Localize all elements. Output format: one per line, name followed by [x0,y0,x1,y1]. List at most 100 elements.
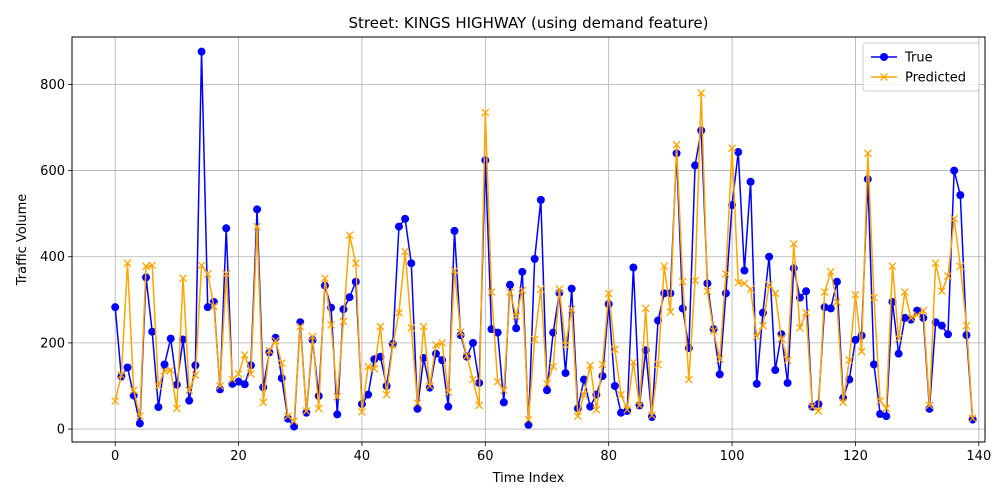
data-point [160,366,169,375]
series-line [114,92,974,423]
data-point [543,379,551,388]
data-point [401,214,410,223]
data-point [290,417,299,426]
data-point [919,306,928,315]
data-point [512,324,521,333]
data-point [240,351,249,359]
data-point [499,386,508,395]
y-tick-label: 800 [40,78,65,93]
data-point [265,346,274,355]
data-point [425,382,434,390]
data-point [123,259,132,268]
axis-ticks: 0 20 40 60 80 100 120 140 0 200 400 600 800 [40,78,991,464]
data-point [617,408,626,417]
data-point [536,195,545,204]
data-point [937,287,946,296]
data-point [320,274,329,283]
x-tick-label: 60 [477,449,494,464]
data-point [419,322,428,331]
data-point [333,410,342,419]
data-point [869,360,878,369]
data-point [327,320,336,329]
data-point [512,312,521,321]
data-point [678,277,687,286]
x-tick-label: 80 [600,449,617,464]
y-tick-label: 0 [57,423,65,438]
data-point [573,412,582,421]
data-point [907,313,915,322]
data-point [839,398,848,407]
data-point [950,214,959,223]
data-point [937,321,946,330]
series-predicted [111,89,977,426]
data-point [253,222,262,231]
data-point [635,401,644,410]
data-point [943,330,952,339]
data-point [530,254,539,263]
data-point [271,333,280,342]
data-point [882,412,891,421]
y-axis-label: Traffic Volume [15,194,30,287]
data-point [697,126,706,135]
data-point [351,259,360,268]
legend-label: True [904,51,933,66]
data-point [333,392,342,401]
data-point [555,285,564,294]
data-point [654,360,663,369]
data-point [783,378,792,387]
data-point [623,405,632,414]
series [111,47,977,431]
x-tick-label: 20 [230,449,247,464]
data-point [647,413,656,422]
data-point [882,404,891,413]
data-point [771,289,780,298]
data-point [450,226,459,235]
data-point [876,397,885,406]
data-point [592,405,601,414]
data-point [869,293,878,302]
data-point [789,239,798,248]
data-point [721,289,730,298]
data-point [308,332,317,341]
data-point [283,414,292,423]
plot-area [71,36,986,443]
data-point [691,161,700,170]
data-point [148,261,157,270]
data-point [900,288,909,297]
data-point [876,409,885,418]
data-point [715,370,724,379]
data-point [135,419,144,428]
data-point [209,302,218,311]
data-point [394,308,403,317]
data-point [197,261,206,270]
data-point [734,278,743,287]
data-point [758,321,767,330]
y-tick-label: 200 [40,336,65,351]
data-point [666,307,675,316]
data-point [438,338,447,347]
x-tick-label: 0 [111,449,119,464]
data-point [339,317,348,326]
data-point [845,356,854,365]
data-point [185,386,194,395]
data-point [413,399,422,408]
data-point [752,332,761,341]
data-point [222,270,231,278]
data-point [302,407,311,415]
data-point [296,322,305,331]
data-point [357,407,366,416]
data-point [401,247,410,256]
data-point [111,303,120,312]
data-point [610,381,619,390]
data-point [580,390,588,399]
data-point [493,377,502,386]
data-point [894,334,903,343]
data-point [530,335,539,344]
data-point [962,321,971,330]
data-point [543,386,552,395]
data-point [142,262,150,271]
data-point [672,140,681,149]
x-tick-label: 100 [720,449,745,464]
